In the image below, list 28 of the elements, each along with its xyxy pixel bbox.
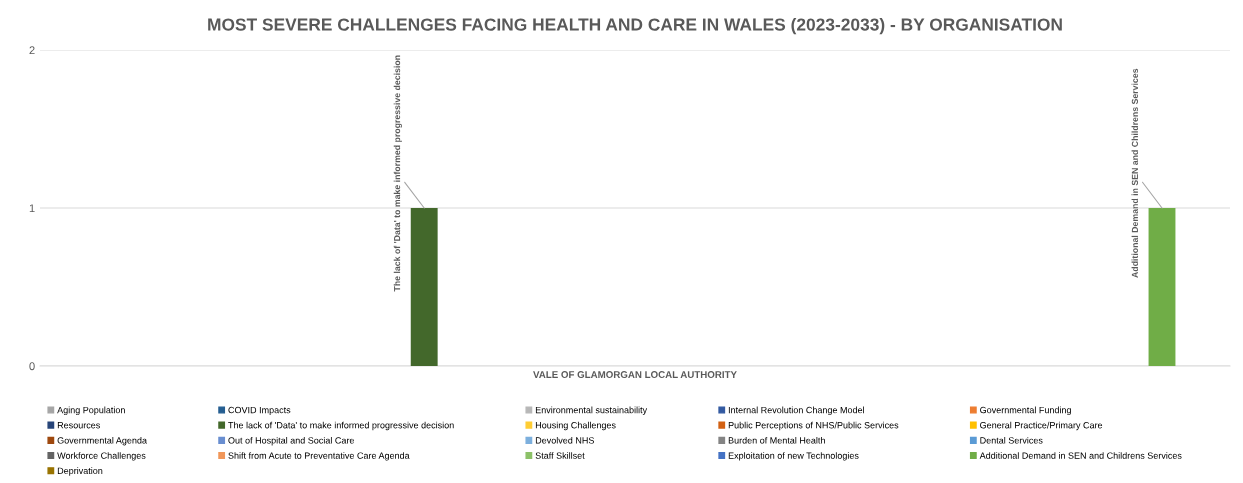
legend-label: Deprivation <box>57 467 103 476</box>
legend-label: Shift from Acute to Preventative Care Agenda <box>228 452 410 461</box>
legend-label: Housing Challenges <box>535 421 616 431</box>
legend-label: Additional Demand in SEN and Childrens Services <box>979 452 1182 459</box>
legend-label: Governmental Funding <box>980 406 1071 416</box>
data-label: Additional Demand in SEN and Childrens Services <box>1131 68 1138 278</box>
legend-label: Aging Population <box>57 406 125 416</box>
legend-label: COVID Impacts <box>228 406 291 416</box>
x-tick-label: VALE OF GLAMORGAN LOCAL AUTHORITY <box>533 371 737 378</box>
data-label: The lack of 'Data' to make informed progressive decision <box>393 55 402 292</box>
chart-title: MOST SEVERE CHALLENGES FACING HEALTH AND CARE IN WALES (2023-2033) - BY ORGANISATION <box>208 17 1062 35</box>
legend-label: Environmental sustainability <box>535 406 648 416</box>
legend-label: Workforce Challenges <box>57 452 146 461</box>
legend-label: Exploitation of new Technologies <box>728 452 859 461</box>
y-tick-label: 0 <box>29 362 35 371</box>
legend-label: Staff Skillset <box>535 452 585 459</box>
y-tick-label: 2 <box>29 46 35 55</box>
legend-label: The lack of 'Data' to make informed progressive decision <box>228 421 454 431</box>
legend-label: Public Perceptions of NHS/Public Services <box>728 421 899 431</box>
legend-label: General Practice/Primary Care <box>980 421 1103 431</box>
legend-label: Resources <box>57 422 100 429</box>
y-tick-label: 1 <box>29 204 35 213</box>
legend-label: Internal Revolution Change Model <box>728 406 864 416</box>
legend-label: Devolved NHS <box>535 436 594 444</box>
legend-label: Burden of Mental Health <box>728 436 825 444</box>
legend-label: Governmental Agenda <box>57 436 147 446</box>
legend-label: Out of Hospital and Social Care <box>228 436 355 446</box>
legend-label: Dental Services <box>980 436 1043 444</box>
